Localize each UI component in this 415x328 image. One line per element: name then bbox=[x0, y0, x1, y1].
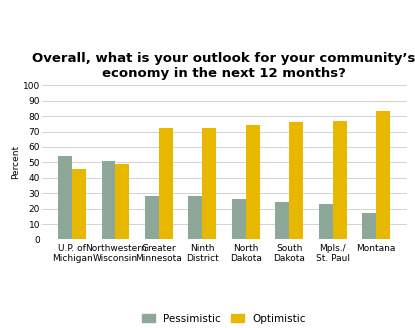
Legend: Pessimistic, Optimistic: Pessimistic, Optimistic bbox=[142, 314, 306, 324]
Bar bbox=[188, 196, 203, 239]
Bar bbox=[203, 129, 216, 239]
Bar bbox=[276, 202, 289, 239]
Y-axis label: Percent: Percent bbox=[11, 145, 20, 179]
Bar bbox=[362, 213, 376, 239]
Bar bbox=[333, 121, 347, 239]
Bar bbox=[159, 129, 173, 239]
Bar bbox=[246, 125, 260, 239]
Bar bbox=[319, 204, 333, 239]
Title: Overall, what is your outlook for your community’s
economy in the next 12 months: Overall, what is your outlook for your c… bbox=[32, 52, 415, 80]
Bar bbox=[232, 199, 246, 239]
Bar bbox=[376, 112, 390, 239]
Bar bbox=[145, 196, 159, 239]
Bar bbox=[115, 164, 129, 239]
Bar bbox=[72, 169, 86, 239]
Bar bbox=[102, 161, 115, 239]
Bar bbox=[58, 156, 72, 239]
Bar bbox=[289, 122, 303, 239]
